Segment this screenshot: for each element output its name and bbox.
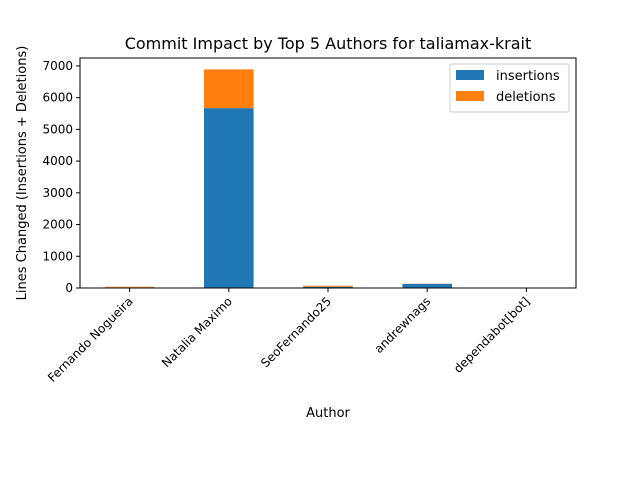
legend-swatch-deletions	[456, 91, 484, 101]
x-tick-label-2: SeoFernando25	[258, 294, 334, 370]
bar-insertions-2	[303, 286, 353, 288]
chart-title: Commit Impact by Top 5 Authors for talia…	[125, 34, 532, 53]
x-tick-label-3: andrewnags	[372, 294, 434, 356]
bar-insertions-3	[402, 283, 452, 288]
x-tick-label-0: Fernando Nogueira	[45, 294, 136, 385]
y-tick-label-4: 4000	[42, 154, 73, 168]
legend-label-deletions: deletions	[496, 90, 556, 105]
plot-area	[79, 57, 577, 289]
y-tick-label-7: 7000	[42, 59, 73, 73]
y-axis: 0 1000 2000 3000 4000 5000 6000 7000	[42, 59, 80, 295]
x-axis: Fernando Nogueira Natalia Maximo SeoFernan…	[45, 288, 533, 385]
x-tick-label-1: Natalia Maximo	[159, 294, 235, 370]
bar-deletions-2	[303, 285, 353, 287]
legend: insertions deletions	[449, 63, 570, 113]
y-tick-label-6: 6000	[42, 91, 73, 105]
y-tick-label-1: 1000	[42, 249, 73, 263]
y-tick-label-0: 0	[65, 281, 73, 295]
x-axis-label: Author	[306, 406, 350, 421]
y-tick-label-3: 3000	[42, 186, 73, 200]
bar-deletions-1	[204, 69, 254, 109]
y-tick-label-5: 5000	[42, 122, 73, 136]
y-tick-label-2: 2000	[42, 218, 73, 232]
x-tick-label-4: dependabot[bot]	[451, 294, 533, 376]
legend-swatch-insertions	[456, 70, 484, 80]
bar-deletions-0	[104, 286, 155, 288]
legend-label-insertions: insertions	[496, 69, 560, 84]
y-axis-label: Lines Changed (Insertions + Deletions)	[15, 46, 30, 301]
bar-insertions-1	[204, 108, 254, 288]
